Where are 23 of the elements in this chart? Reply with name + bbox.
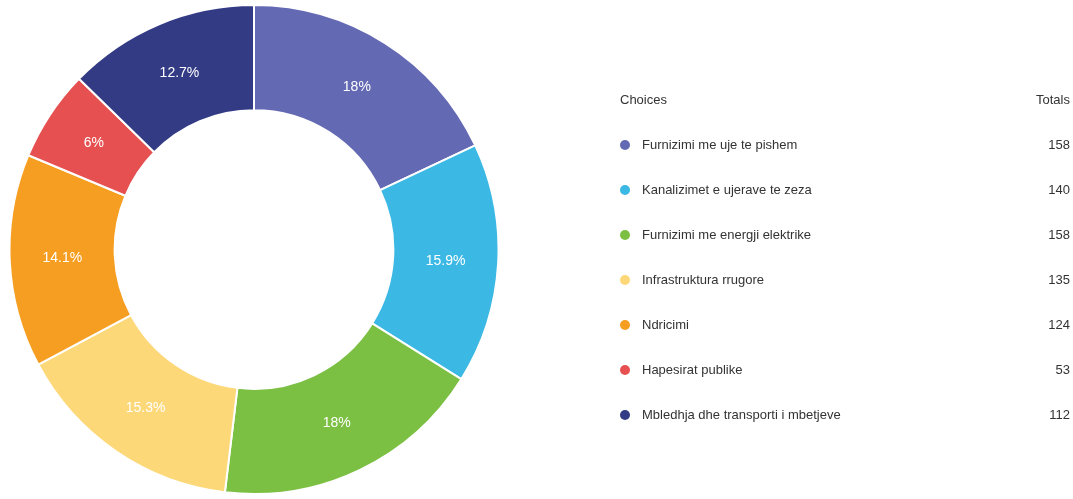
data-label: 18% (322, 413, 351, 430)
data-label: 15.3% (125, 398, 166, 415)
legend-label: Ndricimi (642, 317, 690, 332)
legend-label: Kanalizimet e ujerave te zeza (642, 182, 813, 197)
text: Totals (1035, 91, 1070, 107)
legend-label: Furnizimi me energji elektrike (642, 227, 813, 242)
data-label: 12.7% (159, 63, 200, 80)
data-label: 18% (342, 78, 371, 95)
text: 53 (1055, 362, 1070, 377)
text: 124 (1048, 317, 1070, 332)
text: 140 (1048, 182, 1070, 197)
legend-label: Hapesirat publike (642, 362, 744, 377)
legend-label: Mbledhja dhe transporti i mbetjeve (642, 407, 842, 422)
legend-title: Choices (620, 91, 668, 107)
data-label: 14.1% (42, 249, 83, 266)
legend-label: Furnizimi me uje te pishem (642, 137, 799, 152)
text: 135 (1048, 272, 1070, 287)
text: 158 (1048, 227, 1070, 242)
data-label: 15.9% (425, 251, 466, 268)
legend-label: Infrastruktura rrugore (642, 272, 766, 287)
text: 112 (1049, 407, 1070, 422)
text: 158 (1048, 137, 1070, 152)
data-label: 6% (83, 134, 105, 151)
